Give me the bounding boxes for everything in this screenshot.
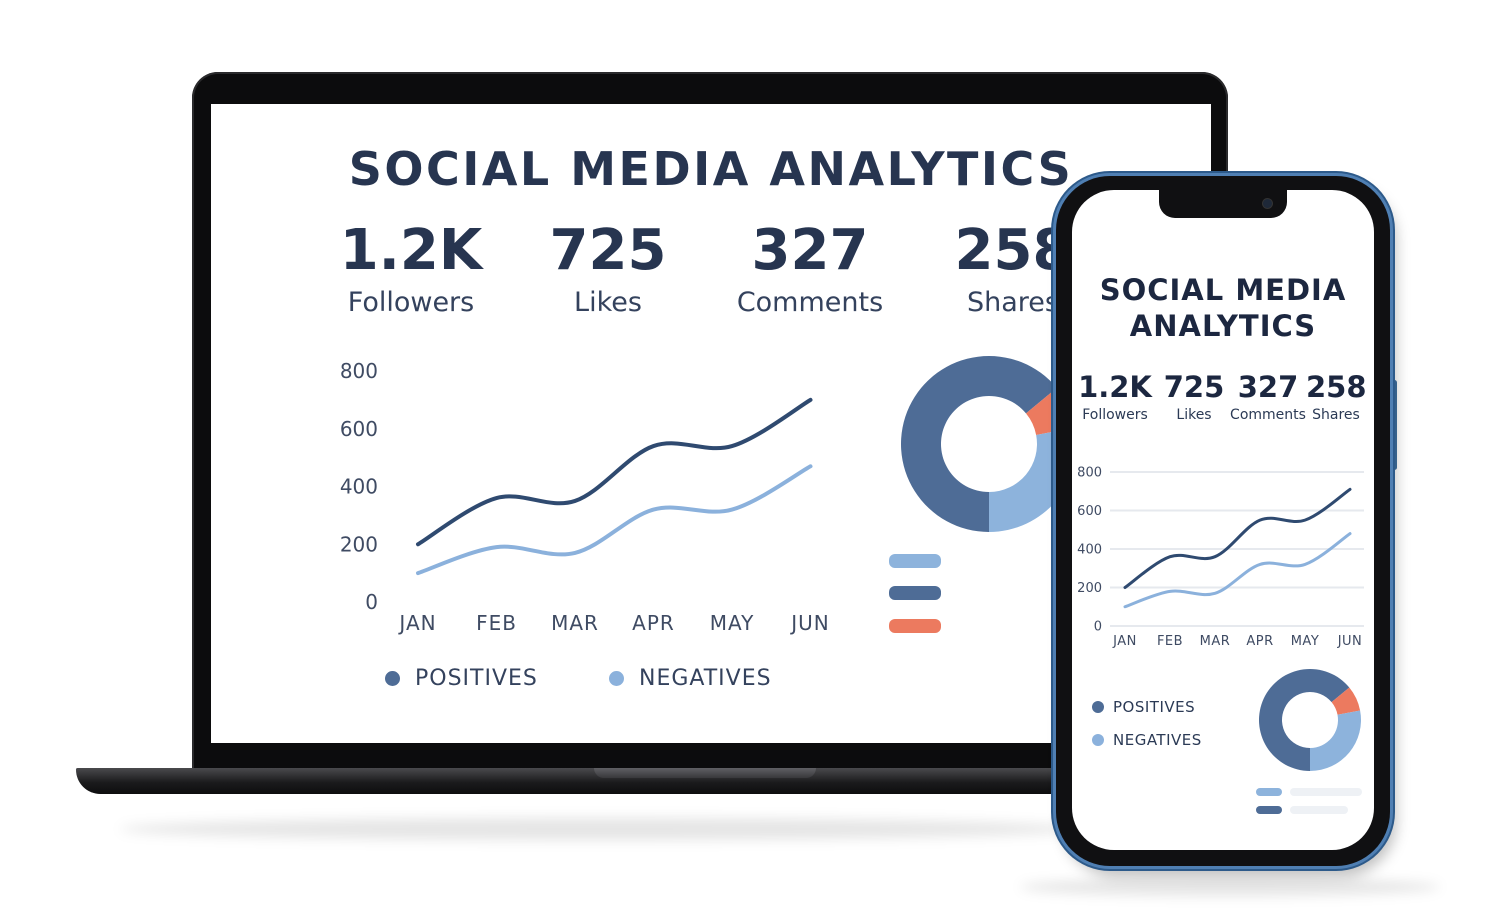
stat-followers: 1.2K Followers [1078, 368, 1152, 424]
stat-likes: 725 Likes [1160, 368, 1228, 424]
phone-donut-chart [1259, 669, 1361, 771]
x-tick-label: APR [632, 611, 675, 635]
phone-shadow [1020, 878, 1440, 896]
legend-label: NEGATIVES [639, 666, 772, 691]
stat-label: Comments [1230, 407, 1306, 423]
stat-value: 1.2K [1078, 370, 1152, 404]
stat-label: Followers [1082, 407, 1148, 423]
stat-value: 327 [1237, 370, 1299, 404]
donut-slice-accent [1331, 687, 1361, 715]
legend-label: NEGATIVES [1113, 731, 1202, 749]
x-tick-label: JUN [789, 611, 830, 635]
legend-bar-light [1256, 788, 1282, 796]
legend-bar-dark [889, 586, 941, 600]
stat-value: 258 [1306, 370, 1367, 404]
positives-dot-icon [385, 671, 400, 686]
phone-notch [1159, 190, 1287, 218]
dashboard-title: SOCIAL MEDIA ANALYTICS [348, 142, 1074, 196]
dashboard-title: SOCIAL MEDIA ANALYTICS [1072, 272, 1374, 344]
x-tick-label: MAY [710, 611, 755, 635]
title-line: ANALYTICS [1129, 309, 1317, 343]
series-line-positives [1123, 487, 1352, 589]
stat-followers: 1.2K Followers [311, 216, 511, 320]
y-tick-label: 600 [340, 417, 378, 441]
phone-volume-button [1051, 300, 1056, 340]
stat-shares: 258 Shares [913, 216, 1113, 320]
donut-slice-dark [1259, 669, 1350, 771]
phone-line-chart: 0 200 400 600 800 JAN FEB MAR APR MAY JUN [1077, 466, 1364, 649]
x-tick-label: FEB [476, 611, 517, 635]
legend-bar-track [1290, 806, 1348, 814]
x-tick-label: JAN [397, 611, 436, 635]
y-tick-label: 200 [1077, 581, 1102, 596]
camera-icon [1263, 199, 1272, 208]
stat-label: Likes [574, 287, 642, 318]
stat-label: Shares [967, 287, 1059, 318]
legend-label: POSITIVES [415, 666, 538, 691]
stat-value: 258 [954, 218, 1072, 283]
stat-label: Likes [1176, 407, 1212, 423]
stat-value: 1.2K [339, 218, 483, 283]
x-tick-label: MAY [1291, 634, 1320, 649]
x-tick-label: MAR [1200, 634, 1231, 649]
legend-label: POSITIVES [1113, 698, 1196, 716]
title-line: SOCIAL MEDIA [1099, 273, 1347, 307]
x-tick-label: FEB [1157, 634, 1183, 649]
stat-label: Shares [1312, 407, 1360, 423]
laptop-donut-chart [901, 356, 1077, 532]
y-tick-label: 0 [1094, 620, 1102, 635]
y-tick-label: 400 [1077, 543, 1102, 558]
x-tick-label: MAR [551, 611, 599, 635]
x-tick-label: JUN [1337, 634, 1363, 649]
phone-screen: SOCIAL MEDIA ANALYTICS 1.2K Followers 72… [1072, 190, 1374, 850]
laptop-screen: SOCIAL MEDIA ANALYTICS 1.2K Followers 72… [211, 104, 1211, 743]
y-tick-label: 600 [1077, 504, 1102, 519]
stat-value: 725 [1163, 370, 1225, 404]
stat-label: Followers [347, 287, 475, 318]
legend-bar-accent [889, 619, 941, 633]
stat-value: 327 [751, 218, 869, 283]
phone-side-button [1392, 380, 1397, 470]
positives-dot-icon [1092, 701, 1104, 713]
negatives-dot-icon [1092, 734, 1104, 746]
y-tick-label: 800 [340, 359, 378, 383]
stat-comments: 327 Comments [710, 216, 910, 320]
legend-bar-track [1290, 788, 1362, 796]
legend-negatives: NEGATIVES [1092, 731, 1202, 749]
laptop-hinge-notch [594, 768, 816, 778]
series-line-negatives [416, 464, 813, 576]
laptop-shadow [120, 818, 1080, 840]
y-tick-label: 800 [1077, 466, 1102, 481]
negatives-dot-icon [609, 671, 624, 686]
laptop-line-chart: 0 200 400 600 800 JAN FEB MAR APR MAY JUN [340, 359, 830, 635]
series-line-positives [416, 397, 813, 547]
y-tick-label: 400 [340, 475, 378, 499]
stat-label: Comments [736, 287, 884, 318]
donut-slice-light [1310, 710, 1361, 771]
legend-bar-dark [1256, 806, 1282, 814]
donut-slice-light [989, 427, 1077, 532]
stat-value: 725 [549, 218, 667, 283]
legend-negatives: NEGATIVES [609, 666, 772, 691]
donut-slice-dark [901, 356, 1057, 532]
y-tick-label: 200 [340, 532, 378, 556]
stat-likes: 725 Likes [508, 216, 708, 320]
legend-bar-light [889, 554, 941, 568]
legend-positives: POSITIVES [1092, 698, 1195, 716]
y-tick-label: 0 [365, 590, 378, 614]
legend-positives: POSITIVES [385, 666, 538, 691]
stat-shares: 258 Shares [1306, 368, 1367, 424]
x-tick-label: JAN [1112, 634, 1137, 649]
series-line-negatives [1123, 532, 1352, 609]
x-tick-label: APR [1246, 634, 1273, 649]
stat-comments: 327 Comments [1230, 368, 1306, 424]
